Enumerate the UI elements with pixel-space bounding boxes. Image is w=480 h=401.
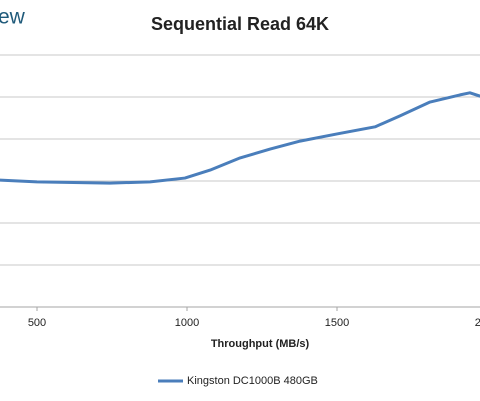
legend-label: Kingston DC1000B 480GB <box>187 375 318 387</box>
x-tick-label: 2000 <box>475 317 480 329</box>
data-line <box>0 91 480 185</box>
brand-logo: ew <box>0 6 26 29</box>
x-tick-label: 1000 <box>175 317 199 329</box>
x-axis-title: Throughput (MB/s) <box>211 338 310 350</box>
chart-title: Sequential Read 64K <box>151 14 329 34</box>
x-tick-label: 1500 <box>325 317 349 329</box>
x-tick-label: 500 <box>28 317 46 329</box>
